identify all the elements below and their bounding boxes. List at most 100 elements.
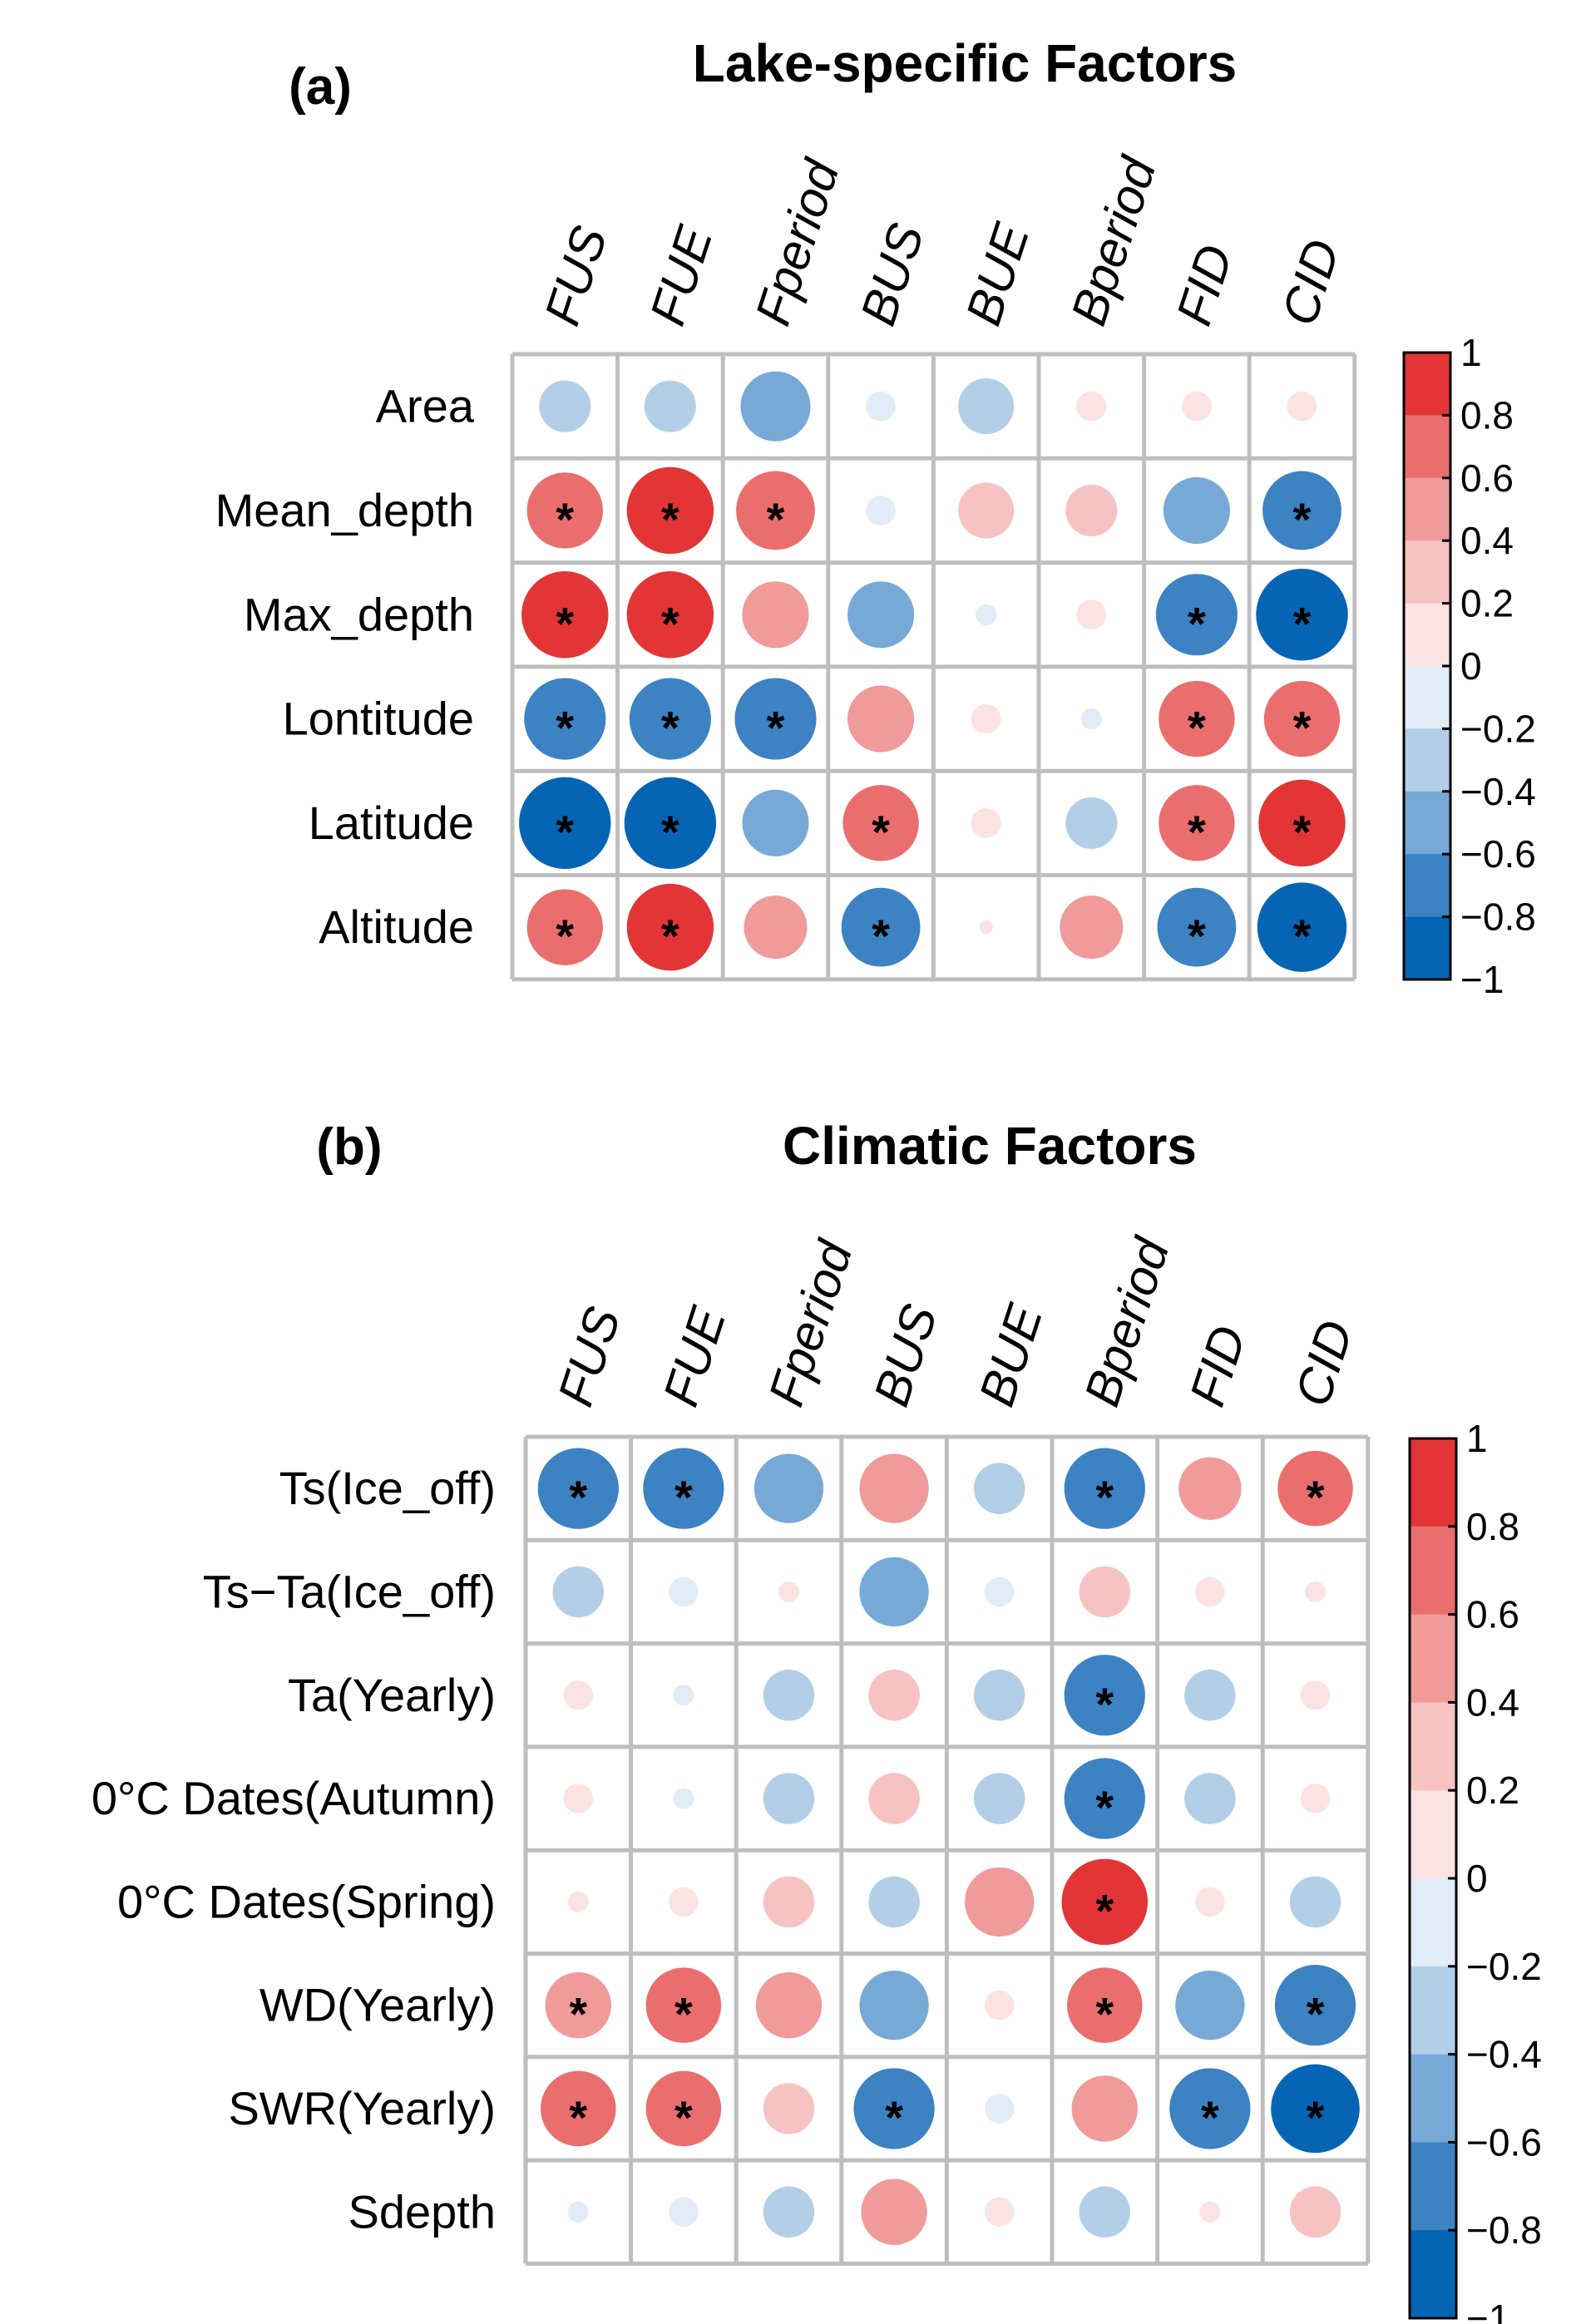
- correlation-circle: [1159, 785, 1235, 861]
- correlation-circle: [1256, 569, 1348, 661]
- correlation-circle: [740, 371, 811, 442]
- colorbar-segment: [1404, 540, 1450, 604]
- correlation-circle: [673, 1685, 694, 1706]
- significance-star: *: [767, 702, 785, 754]
- correlation-circle: [984, 2094, 1015, 2124]
- colorbar-segment: [1410, 1614, 1456, 1703]
- correlation-circle: [1064, 1758, 1145, 1839]
- colorbar-segment: [1410, 2142, 1456, 2231]
- correlation-circle: [973, 1669, 1025, 1721]
- correlation-circle: [1065, 484, 1118, 536]
- column-label: BUE: [968, 1297, 1053, 1413]
- correlation-circle: [984, 2197, 1015, 2228]
- correlation-circle: [861, 2178, 927, 2245]
- colorbar-tick-label: −0.2: [1466, 1945, 1542, 1988]
- correlation-circle: [567, 1891, 589, 1912]
- colorbar-tick-label: 0: [1466, 1857, 1488, 1900]
- row-label: SWR(Yearly): [228, 2082, 496, 2134]
- correlation-circle: [842, 785, 919, 861]
- correlation-circle: [1065, 797, 1118, 849]
- significance-star: *: [556, 597, 574, 649]
- row-label: Latitude: [309, 797, 474, 849]
- column-label: FID: [1179, 1319, 1257, 1413]
- significance-star: *: [1293, 702, 1312, 754]
- correlation-circle: [1304, 1581, 1327, 1603]
- correlation-circle: [1287, 391, 1317, 422]
- significance-star: *: [1201, 2091, 1219, 2144]
- significance-star: *: [1095, 1884, 1114, 1937]
- colorbar-segment: [1404, 728, 1450, 792]
- significance-star: *: [767, 493, 785, 545]
- significance-star: *: [1095, 1678, 1114, 1730]
- correlation-circle: [669, 1887, 699, 1917]
- colorbar-segment: [1404, 791, 1450, 855]
- colorbar-tick-label: 1: [1466, 1417, 1488, 1460]
- panel-a-title: Lake-specific Factors: [693, 33, 1238, 93]
- colorbar-segment: [1404, 854, 1450, 918]
- significance-star: *: [569, 1471, 587, 1523]
- significance-star: *: [1095, 1471, 1114, 1523]
- column-label: FUE: [640, 219, 724, 332]
- colorbar-segment: [1410, 1790, 1456, 1879]
- correlation-circle: [1067, 1967, 1143, 2043]
- colorbar-segment: [1404, 415, 1450, 479]
- correlation-circle: [644, 380, 696, 432]
- colorbar-tick-label: −0.6: [1460, 832, 1536, 876]
- column-label: Fperiod: [744, 152, 850, 332]
- correlation-circle: [973, 1463, 1025, 1514]
- significance-star: *: [872, 806, 890, 858]
- correlation-circle: [537, 1448, 619, 1529]
- colorbar-segment: [1404, 916, 1450, 980]
- correlation-circle: [1277, 1450, 1353, 1527]
- correlation-circle: [868, 1876, 920, 1928]
- colorbar-segment: [1410, 2230, 1456, 2319]
- significance-star: *: [1095, 1781, 1114, 1833]
- correlation-circle: [1195, 1887, 1225, 1917]
- correlation-circle: [563, 1784, 594, 1813]
- correlation-circle: [1184, 1669, 1236, 1721]
- significance-star: *: [569, 1988, 587, 2040]
- significance-star: *: [1188, 910, 1206, 962]
- significance-star: *: [674, 1988, 693, 2040]
- correlation-circle: [1181, 391, 1212, 422]
- correlation-circle: [1064, 1448, 1145, 1529]
- correlation-circle: [626, 883, 714, 971]
- correlation-circle: [526, 889, 603, 965]
- significance-star: *: [661, 910, 679, 962]
- correlation-circle: [545, 1971, 612, 2039]
- colorbar-tick-label: −0.4: [1460, 770, 1536, 813]
- row-label: Sdepth: [348, 2185, 497, 2238]
- colorbar-tick-label: 0: [1460, 644, 1482, 688]
- panel-a: (a) Lake-specific Factors FUS FUE Fperiod B…: [215, 33, 1536, 1001]
- correlation-circle: [521, 571, 609, 659]
- panel-a-label: (a): [289, 58, 352, 116]
- colorbar-segment: [1410, 1526, 1456, 1616]
- panel-b: (b) Climatic Factors FUS FUE Fperiod BUS BUE…: [91, 1116, 1542, 2324]
- colorbar-tick-label: −1: [1466, 2297, 1509, 2324]
- correlation-circle: [524, 678, 606, 760]
- correlation-circle: [1289, 2186, 1341, 2238]
- correlation-circle: [1175, 1971, 1245, 2040]
- correlation-circle: [971, 807, 1001, 838]
- colorbar-tick-label: −0.8: [1466, 2208, 1542, 2252]
- correlation-circle: [1079, 1566, 1131, 1618]
- correlation-circle: [1060, 896, 1124, 960]
- column-label: BUS: [863, 1298, 948, 1413]
- colorbar-tick-label: 0.4: [1460, 519, 1514, 562]
- correlation-circle: [624, 777, 717, 870]
- row-label: 0°C Dates(Autumn): [91, 1772, 496, 1824]
- correlation-circle: [868, 1669, 920, 1721]
- significance-star: *: [1307, 1471, 1325, 1523]
- correlation-circle: [971, 703, 1001, 734]
- significance-star: *: [556, 493, 574, 545]
- correlation-circle: [742, 789, 809, 856]
- column-label: FUS: [547, 1300, 631, 1413]
- colorbar-tick-label: −0.2: [1460, 707, 1536, 750]
- correlation-circle: [866, 496, 897, 525]
- correlation-circle: [984, 1576, 1015, 1607]
- correlation-circle: [1195, 1576, 1225, 1607]
- colorbar-tick-label: 0.2: [1466, 1769, 1519, 1812]
- correlation-circle: [1258, 779, 1346, 867]
